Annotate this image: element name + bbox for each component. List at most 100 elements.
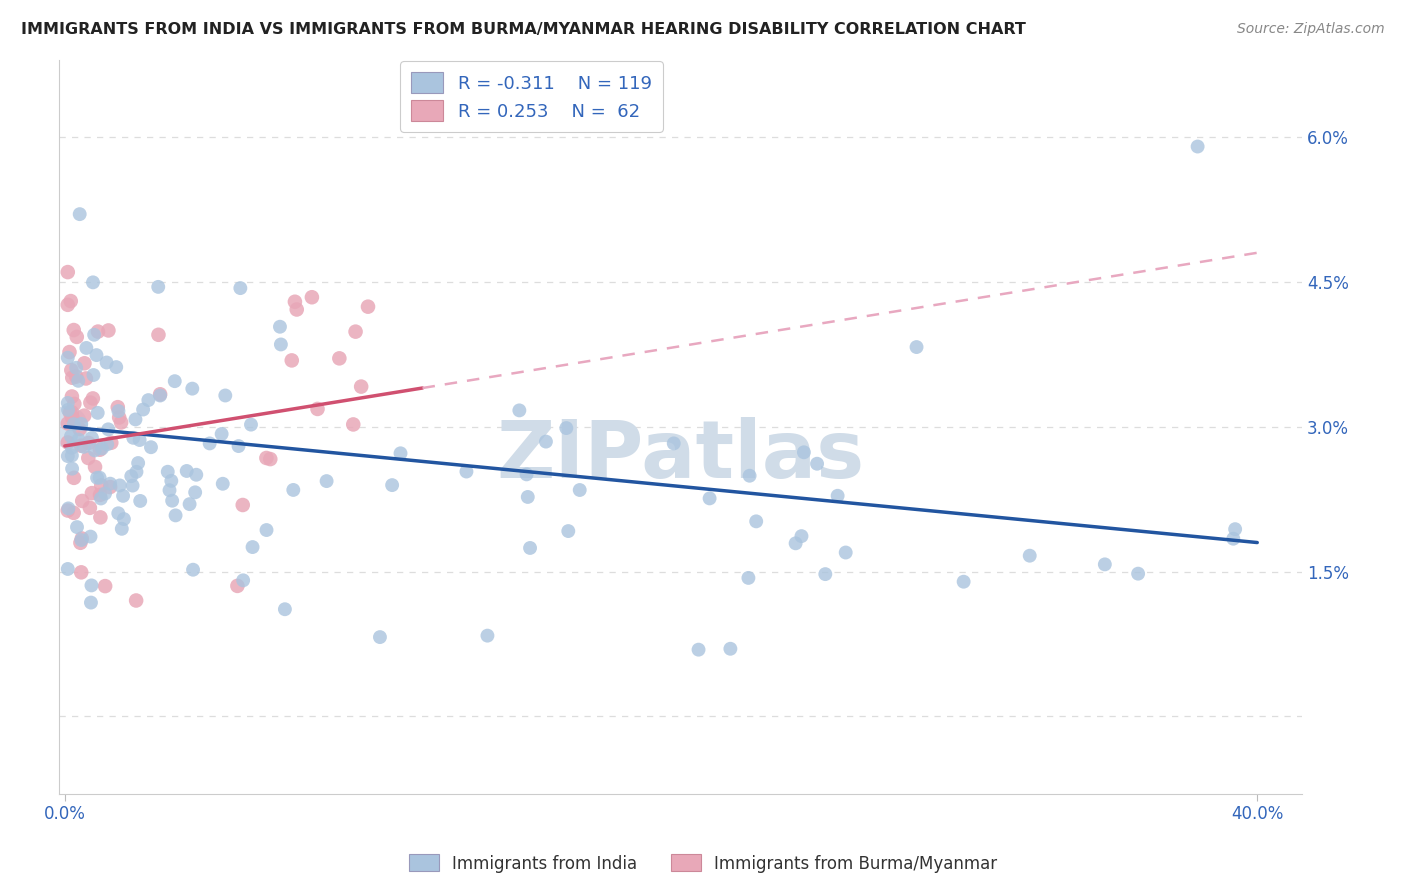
Point xyxy=(148,327,170,342)
Point xyxy=(368,630,391,644)
Point xyxy=(125,465,148,479)
Point xyxy=(94,486,117,500)
Point xyxy=(56,298,79,312)
Point xyxy=(125,593,148,607)
Point xyxy=(122,431,145,445)
Point xyxy=(139,440,162,454)
Point xyxy=(65,360,87,375)
Point xyxy=(80,596,103,610)
Point xyxy=(98,480,121,494)
Point xyxy=(105,360,128,375)
Point xyxy=(138,393,160,408)
Point xyxy=(66,330,89,344)
Point xyxy=(107,404,129,418)
Point xyxy=(58,501,80,516)
Point xyxy=(90,491,112,506)
Point xyxy=(56,449,79,463)
Legend: R = -0.311    N = 119, R = 0.253    N =  62: R = -0.311 N = 119, R = 0.253 N = 62 xyxy=(399,62,662,132)
Point xyxy=(70,532,93,546)
Point xyxy=(477,629,499,643)
Point xyxy=(270,337,292,351)
Point xyxy=(519,541,541,555)
Point xyxy=(1222,532,1244,546)
Point xyxy=(94,579,117,593)
Point xyxy=(516,490,538,504)
Point xyxy=(56,402,79,417)
Point xyxy=(60,449,83,463)
Point xyxy=(91,442,114,456)
Point xyxy=(165,508,187,523)
Point xyxy=(240,417,263,432)
Point xyxy=(89,470,111,484)
Legend: Immigrants from India, Immigrants from Burma/Myanmar: Immigrants from India, Immigrants from B… xyxy=(402,847,1004,880)
Point xyxy=(793,445,815,459)
Point xyxy=(60,405,83,419)
Point xyxy=(1094,558,1116,572)
Point xyxy=(97,323,120,337)
Point xyxy=(83,327,105,342)
Point xyxy=(100,435,122,450)
Point xyxy=(89,442,111,457)
Point xyxy=(96,355,118,369)
Point xyxy=(69,422,91,436)
Point xyxy=(82,368,104,382)
Point xyxy=(534,434,557,449)
Point xyxy=(90,478,112,492)
Point xyxy=(357,300,380,314)
Point xyxy=(129,494,152,508)
Point xyxy=(75,371,97,385)
Point xyxy=(555,421,578,435)
Point xyxy=(159,483,181,498)
Point xyxy=(121,478,143,492)
Point xyxy=(82,392,104,406)
Point xyxy=(77,450,100,465)
Point xyxy=(84,459,107,474)
Point xyxy=(785,536,807,550)
Point xyxy=(87,325,110,339)
Point xyxy=(688,642,710,657)
Point xyxy=(127,456,149,470)
Point xyxy=(381,478,404,492)
Point xyxy=(156,465,179,479)
Point xyxy=(83,443,105,458)
Point xyxy=(60,363,83,377)
Point xyxy=(98,476,121,491)
Point xyxy=(70,417,93,431)
Point xyxy=(315,474,337,488)
Point xyxy=(699,491,721,506)
Point xyxy=(163,374,186,388)
Point xyxy=(56,396,79,410)
Point xyxy=(108,410,131,425)
Point xyxy=(389,446,412,460)
Point xyxy=(214,388,236,402)
Point xyxy=(124,412,146,426)
Point xyxy=(1018,549,1040,563)
Point xyxy=(87,406,110,420)
Point xyxy=(508,403,530,417)
Point xyxy=(56,503,79,517)
Point xyxy=(63,397,86,411)
Point xyxy=(62,323,84,337)
Point xyxy=(59,294,82,309)
Point xyxy=(281,353,304,368)
Point xyxy=(568,483,591,497)
Point xyxy=(79,500,101,515)
Point xyxy=(97,422,120,436)
Point xyxy=(70,566,93,580)
Point xyxy=(1187,139,1209,153)
Point xyxy=(69,536,91,550)
Point xyxy=(283,483,305,497)
Point xyxy=(70,439,93,453)
Point xyxy=(80,431,103,445)
Point xyxy=(557,524,579,538)
Point xyxy=(128,433,150,447)
Point xyxy=(62,506,84,520)
Point xyxy=(149,387,172,401)
Point xyxy=(112,512,135,526)
Point xyxy=(176,464,198,478)
Point xyxy=(232,574,254,588)
Point xyxy=(790,529,813,543)
Point xyxy=(328,351,350,366)
Point xyxy=(79,530,101,544)
Point xyxy=(60,370,83,384)
